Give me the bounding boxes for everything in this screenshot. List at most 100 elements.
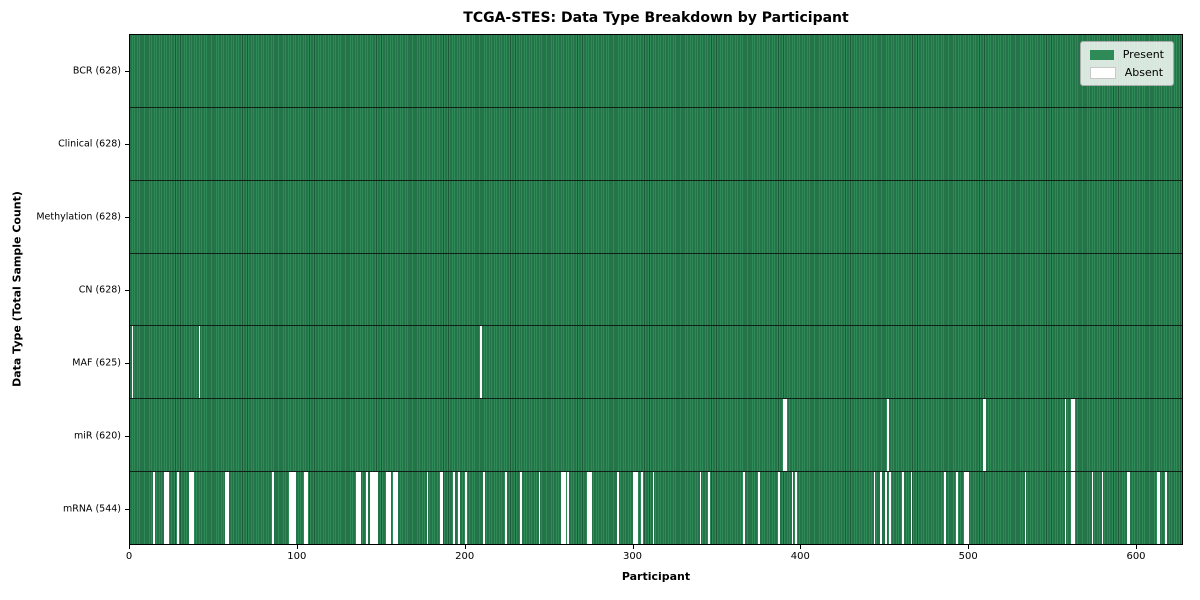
absent-stripe	[386, 472, 388, 545]
legend: Present Absent	[1079, 41, 1174, 86]
absent-stripe	[393, 472, 395, 545]
row-cn	[130, 252, 1182, 326]
ytick-mark	[125, 508, 129, 510]
absent-stripe	[743, 472, 745, 545]
absent-stripe	[227, 472, 229, 545]
ytick-label-clinical: Clinical (628)	[58, 138, 121, 149]
row-mrna	[130, 471, 1182, 545]
xtick-label-400: 400	[790, 551, 810, 562]
xtick-label-200: 200	[455, 551, 475, 562]
absent-stripe	[480, 326, 482, 399]
absent-stripe	[560, 472, 563, 545]
absent-stripe	[387, 472, 390, 545]
absent-stripe	[635, 472, 638, 545]
xtick-mark	[464, 545, 466, 549]
ytick-mark	[125, 435, 129, 437]
absent-stripe	[304, 472, 306, 545]
x-axis-label: Participant	[621, 570, 691, 583]
absent-stripe	[902, 472, 904, 545]
absent-stripe	[1073, 399, 1075, 472]
absent-stripe	[632, 472, 635, 545]
absent-stripe	[366, 472, 368, 545]
presence-matrix	[130, 35, 1182, 545]
absent-stripe	[538, 472, 541, 545]
ytick-label-methylation: Methylation (628)	[36, 211, 121, 222]
absent-stripe	[640, 472, 643, 545]
absent-stripe	[758, 472, 760, 545]
ytick-mark	[125, 216, 129, 218]
row-methylation	[130, 179, 1182, 253]
absent-stripe	[652, 472, 655, 545]
absent-stripe	[885, 472, 888, 545]
xtick-label-600: 600	[1126, 551, 1146, 562]
absent-stripe	[791, 472, 794, 545]
absent-stripe	[289, 472, 291, 545]
absent-stripe	[191, 472, 194, 545]
xtick-label-300: 300	[622, 551, 643, 562]
absent-stripe	[588, 472, 591, 545]
legend-present-label: Present	[1122, 48, 1164, 61]
absent-stripe	[272, 472, 275, 545]
xtick-label-500: 500	[958, 551, 978, 562]
absent-stripe	[394, 472, 397, 545]
xtick-label-0: 0	[125, 551, 133, 562]
absent-stripe	[290, 472, 293, 545]
absent-stripe	[153, 472, 156, 545]
absent-stripe	[562, 472, 564, 545]
absent-stripe	[699, 472, 702, 545]
absent-stripe	[389, 472, 392, 545]
absent-stripe	[190, 472, 192, 545]
absent-stripe	[225, 472, 228, 545]
absent-stripe	[1071, 399, 1074, 472]
absent-stripe	[453, 472, 455, 545]
absent-stripe	[984, 399, 986, 472]
absent-stripe	[888, 472, 891, 545]
absent-stripe	[1064, 472, 1067, 545]
legend-item-present: Present	[1089, 48, 1164, 61]
absent-stripe	[483, 472, 486, 545]
ytick-mark	[125, 362, 129, 364]
absent-stripe	[634, 472, 636, 545]
ytick-mark	[125, 143, 129, 145]
absent-stripe	[426, 472, 429, 545]
absent-stripe	[305, 472, 308, 545]
legend-absent-swatch	[1089, 66, 1116, 79]
absent-stripe	[396, 472, 399, 545]
absent-stripe	[587, 472, 589, 545]
absent-stripe	[955, 472, 958, 545]
absent-stripe	[1128, 472, 1131, 545]
row-maf	[130, 325, 1182, 399]
legend-present-swatch	[1089, 49, 1114, 60]
absent-stripe	[441, 472, 444, 545]
absent-stripe	[707, 472, 710, 545]
absent-stripe	[163, 472, 166, 545]
absent-stripe	[166, 472, 169, 545]
absent-stripe	[567, 472, 569, 545]
absent-stripe	[887, 399, 889, 472]
xtick-label-100: 100	[287, 551, 307, 562]
legend-item-absent: Absent	[1089, 66, 1164, 79]
absent-stripe	[505, 472, 507, 545]
row-bcr	[130, 35, 1182, 107]
absent-stripe	[795, 472, 797, 545]
absent-stripe	[372, 472, 375, 545]
legend-absent-label: Absent	[1124, 66, 1164, 79]
absent-stripe	[967, 472, 970, 545]
absent-stripe	[1156, 472, 1159, 545]
ytick-label-mir: miR (620)	[73, 430, 121, 441]
absent-stripe	[371, 472, 373, 545]
ytick-mark	[125, 289, 129, 291]
absent-stripe	[965, 472, 968, 545]
absent-stripe	[198, 326, 201, 399]
xtick-mark	[800, 545, 802, 549]
absent-stripe	[439, 472, 442, 545]
xtick-mark	[129, 545, 130, 549]
absent-stripe	[1126, 472, 1129, 545]
row-mir	[130, 398, 1182, 472]
row-clinical	[130, 106, 1182, 180]
absent-stripe	[131, 326, 134, 399]
absent-stripe	[1091, 472, 1094, 545]
absent-stripe	[376, 472, 378, 545]
absent-stripe	[783, 399, 785, 472]
